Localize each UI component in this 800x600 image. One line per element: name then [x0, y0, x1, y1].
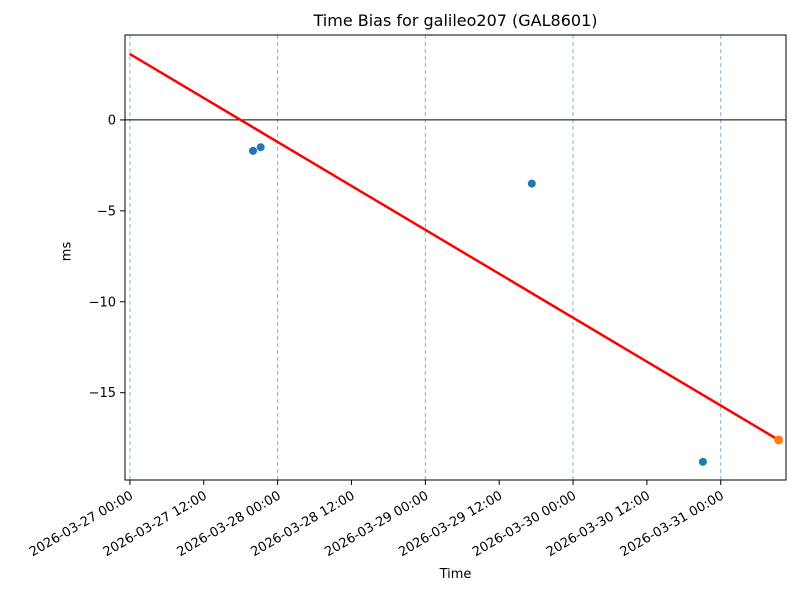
latest-measurement-point — [774, 435, 784, 445]
y-tick-label: −10 — [89, 295, 116, 310]
bias-measurements-point — [698, 457, 707, 466]
y-tick-label: −5 — [97, 204, 116, 219]
axes-spines — [124, 34, 787, 481]
y-tick-label: −15 — [89, 386, 116, 401]
bias-measurements-point — [249, 146, 258, 155]
x-axis-label: Time — [439, 567, 472, 582]
bias-measurements-point — [527, 179, 536, 188]
chart-title: Time Bias for galileo207 (GAL8601) — [313, 11, 598, 30]
y-tick-label: 0 — [108, 113, 116, 128]
linear-fit-line — [129, 53, 780, 442]
bias-measurements-point — [256, 143, 265, 152]
